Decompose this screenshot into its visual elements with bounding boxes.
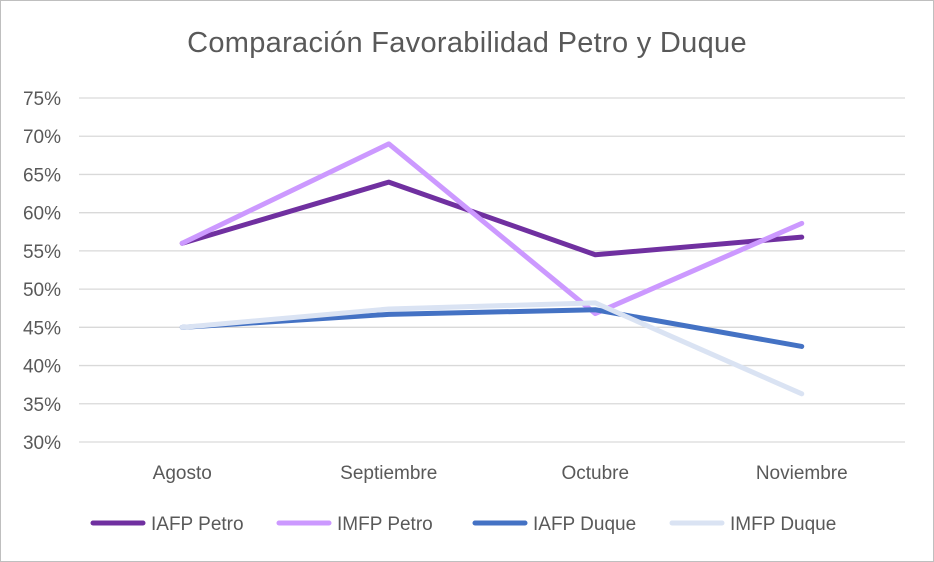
x-tick-label: Septiembre bbox=[340, 463, 437, 484]
legend-label: IAFP Petro bbox=[151, 514, 244, 535]
y-tick-label: 35% bbox=[23, 395, 61, 416]
legend: IAFP Petro IMFP Petro IAFP Duque IMFP Duque bbox=[90, 514, 836, 535]
y-axis-ticks: 30% 35% 40% 45% 50% 55% 60% 65% 70% 75% bbox=[23, 89, 61, 454]
gridlines bbox=[79, 97, 905, 443]
y-tick-label: 50% bbox=[23, 280, 61, 301]
y-tick-label: 65% bbox=[23, 165, 61, 186]
x-tick-label: Noviembre bbox=[756, 463, 848, 484]
chart-title: Comparación Favorabilidad Petro y Duque bbox=[187, 27, 747, 59]
y-tick-label: 70% bbox=[23, 127, 61, 148]
series-line-imfp-petro bbox=[179, 141, 805, 317]
legend-label: IMFP Petro bbox=[337, 514, 433, 535]
series-lines bbox=[179, 141, 805, 397]
y-tick-label: 30% bbox=[23, 433, 61, 454]
y-tick-label: 55% bbox=[23, 242, 61, 263]
y-tick-label: 60% bbox=[23, 204, 61, 225]
y-tick-label: 75% bbox=[23, 89, 61, 110]
series-line-iafp-petro bbox=[179, 179, 805, 258]
legend-label: IAFP Duque bbox=[533, 514, 636, 535]
legend-label: IMFP Duque bbox=[730, 514, 836, 535]
y-tick-label: 40% bbox=[23, 357, 61, 378]
x-tick-label: Agosto bbox=[153, 463, 212, 484]
series-line-imfp-duque bbox=[179, 300, 805, 397]
series-line-iafp-duque bbox=[179, 307, 805, 349]
x-tick-label: Octubre bbox=[561, 463, 629, 484]
y-tick-label: 45% bbox=[23, 318, 61, 339]
x-axis-ticks: Agosto Septiembre Octubre Noviembre bbox=[153, 463, 848, 484]
